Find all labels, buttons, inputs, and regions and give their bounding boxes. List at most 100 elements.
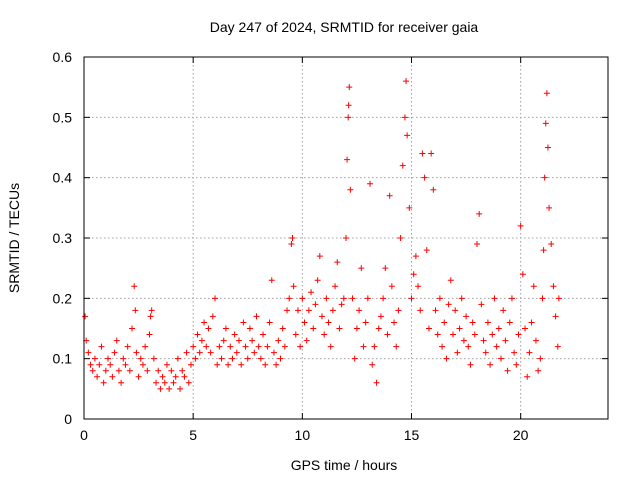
data-point — [198, 337, 205, 344]
data-point — [345, 102, 352, 109]
data-point — [329, 307, 336, 314]
data-point — [118, 379, 125, 386]
data-point — [327, 343, 334, 350]
data-point — [346, 84, 353, 91]
data-point — [345, 114, 352, 121]
data-point — [131, 283, 138, 290]
data-point — [100, 379, 107, 386]
data-point — [384, 331, 391, 338]
data-point — [351, 355, 358, 362]
data-point — [305, 307, 312, 314]
data-point — [456, 325, 463, 332]
y-tick-label: 0.2 — [53, 290, 73, 306]
data-point — [222, 325, 229, 332]
data-point — [334, 259, 341, 266]
data-point — [517, 222, 524, 229]
data-point — [132, 307, 139, 314]
data-point — [377, 313, 384, 320]
data-point — [382, 265, 389, 272]
data-point — [449, 331, 456, 338]
data-point — [126, 367, 133, 374]
data-point — [332, 283, 339, 290]
data-point — [487, 361, 494, 368]
data-point — [255, 343, 262, 350]
data-point — [214, 361, 221, 368]
data-point — [216, 343, 223, 350]
data-point — [137, 355, 144, 362]
data-point — [478, 301, 485, 308]
data-point — [380, 295, 387, 302]
data-point — [513, 361, 520, 368]
data-point — [157, 385, 164, 392]
data-point — [336, 325, 343, 332]
data-point — [397, 235, 404, 241]
data-point — [482, 349, 489, 356]
data-point — [532, 337, 539, 344]
data-point — [323, 295, 330, 302]
data-point — [430, 186, 437, 193]
data-point — [262, 361, 269, 368]
data-point — [170, 379, 177, 386]
data-point — [412, 253, 419, 260]
data-point — [447, 277, 454, 284]
data-point — [321, 331, 328, 338]
data-point — [371, 343, 378, 350]
data-point — [147, 313, 154, 320]
data-point — [460, 337, 467, 344]
data-point — [434, 331, 441, 338]
ticks: 0 5 10 15 20 0 0.1 0.2 0.3 0.4 0.5 0.6 — [53, 49, 608, 443]
data-point — [242, 343, 249, 350]
data-point — [288, 241, 295, 248]
data-point — [546, 204, 553, 211]
data-point — [133, 349, 140, 356]
data-point — [343, 235, 349, 241]
data-point — [555, 295, 562, 302]
data-point — [144, 367, 151, 374]
data-point — [181, 373, 188, 380]
data-point — [526, 349, 533, 356]
data-point — [506, 319, 513, 326]
data-point — [467, 361, 474, 368]
data-point — [294, 307, 301, 314]
data-point — [107, 361, 114, 368]
data-point — [347, 186, 354, 193]
data-point — [406, 204, 413, 211]
data-point — [146, 331, 153, 338]
data-point — [463, 313, 470, 320]
data-point — [417, 307, 424, 314]
data-point — [203, 343, 210, 350]
data-point — [289, 235, 296, 241]
data-point — [484, 319, 491, 326]
data-point — [428, 150, 435, 157]
data-point — [419, 150, 426, 157]
data-point — [124, 343, 131, 350]
data-point — [115, 367, 122, 374]
x-tick-label: 0 — [80, 427, 88, 443]
data-point — [421, 174, 428, 181]
data-point — [308, 289, 315, 296]
y-tick-label: 0.1 — [53, 351, 73, 367]
data-point — [194, 331, 201, 338]
data-point — [94, 373, 101, 380]
data-point — [168, 367, 175, 374]
data-point — [225, 361, 232, 368]
data-point — [391, 319, 398, 326]
data-point — [535, 367, 542, 374]
data-point — [362, 319, 369, 326]
data-point — [172, 373, 179, 380]
data-point — [268, 277, 275, 284]
data-point — [82, 313, 89, 320]
data-point — [96, 361, 103, 368]
data-point — [174, 355, 181, 362]
data-point — [493, 343, 500, 350]
data-point — [163, 361, 170, 368]
data-point — [358, 265, 365, 272]
data-point — [270, 349, 277, 356]
data-point — [236, 337, 243, 344]
data-point — [91, 355, 98, 362]
data-point — [209, 313, 216, 320]
data-point — [408, 295, 415, 302]
data-point — [183, 349, 190, 356]
